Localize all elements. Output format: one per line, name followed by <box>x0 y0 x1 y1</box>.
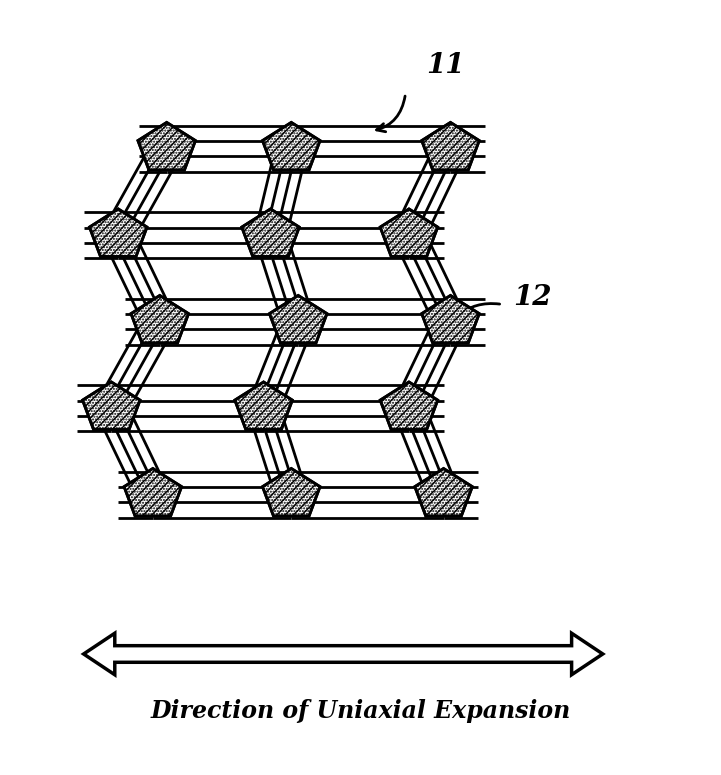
Polygon shape <box>242 209 299 257</box>
Polygon shape <box>235 382 292 429</box>
Polygon shape <box>83 382 140 429</box>
Polygon shape <box>422 295 479 343</box>
Polygon shape <box>422 122 479 170</box>
Polygon shape <box>138 122 195 170</box>
Polygon shape <box>262 122 320 170</box>
Text: 11: 11 <box>426 53 465 80</box>
Polygon shape <box>380 382 438 429</box>
Polygon shape <box>380 209 438 257</box>
Polygon shape <box>124 468 182 516</box>
Polygon shape <box>131 295 188 343</box>
Text: 12: 12 <box>513 284 552 311</box>
Text: Direction of Uniaxial Expansion: Direction of Uniaxial Expansion <box>151 699 570 723</box>
Polygon shape <box>84 633 603 675</box>
Polygon shape <box>270 295 327 343</box>
Polygon shape <box>89 209 147 257</box>
Polygon shape <box>262 468 320 516</box>
Polygon shape <box>415 468 472 516</box>
